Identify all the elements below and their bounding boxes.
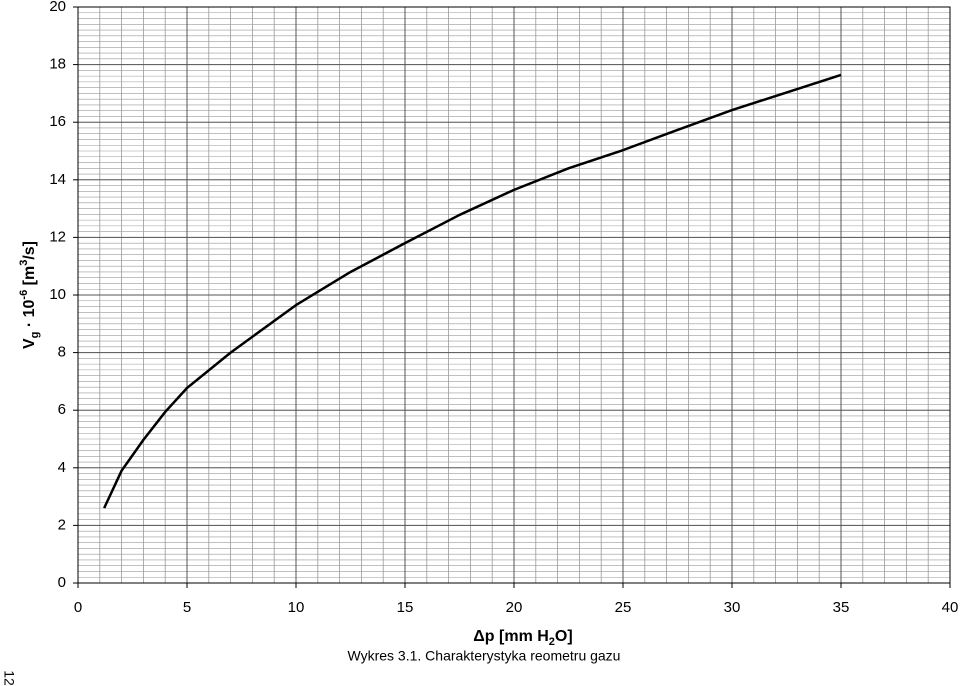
y-label-sub: g — [29, 332, 41, 339]
x-tick-label: 10 — [288, 599, 305, 616]
y-tick-label: 12 — [49, 228, 66, 245]
y-tick-label: 14 — [49, 171, 66, 188]
y-label-part: /s] — [21, 241, 38, 260]
y-label-sup: -6 — [18, 290, 30, 300]
y-tick-label: 18 — [49, 56, 66, 73]
y-label-part: V — [21, 338, 38, 349]
x-tick-label: 20 — [506, 599, 523, 616]
x-axis-label: Δp [mm H2O] — [473, 628, 572, 648]
y-axis-label: Vg · 10-6 [m3/s] — [18, 241, 41, 349]
x-tick-label: 15 — [397, 599, 414, 616]
plot-frame — [77, 6, 951, 584]
x-tick-label: 40 — [942, 599, 959, 616]
x-tick-label: 30 — [724, 599, 741, 616]
x-label-part: Δp [mm H — [473, 628, 549, 645]
x-tick-label: 25 — [615, 599, 632, 616]
x-label-sub: 2 — [549, 636, 555, 648]
y-tick-label: 2 — [58, 516, 66, 533]
y-tick-label: 20 — [49, 0, 66, 15]
y-tick-label: 10 — [49, 286, 66, 303]
x-tick-label: 0 — [74, 599, 82, 616]
x-tick-label: 35 — [833, 599, 850, 616]
y-tick-label: 16 — [49, 113, 66, 130]
caption: Wykres 3.1. Charakterystyka reometru gaz… — [348, 648, 621, 664]
y-tick-label: 6 — [58, 401, 66, 418]
y-tick-label: 4 — [58, 459, 66, 476]
data-line — [103, 73, 842, 509]
y-label-sup: 3 — [18, 260, 30, 266]
y-tick-label: 0 — [58, 574, 66, 591]
x-tick-label: 5 — [183, 599, 191, 616]
y-label-part: · 10 — [21, 299, 38, 331]
page-number: 12 — [1, 670, 17, 686]
y-label-part: [m — [21, 266, 38, 290]
y-tick-label: 8 — [58, 344, 66, 361]
grid — [77, 6, 951, 584]
x-label-part: O] — [555, 628, 573, 645]
